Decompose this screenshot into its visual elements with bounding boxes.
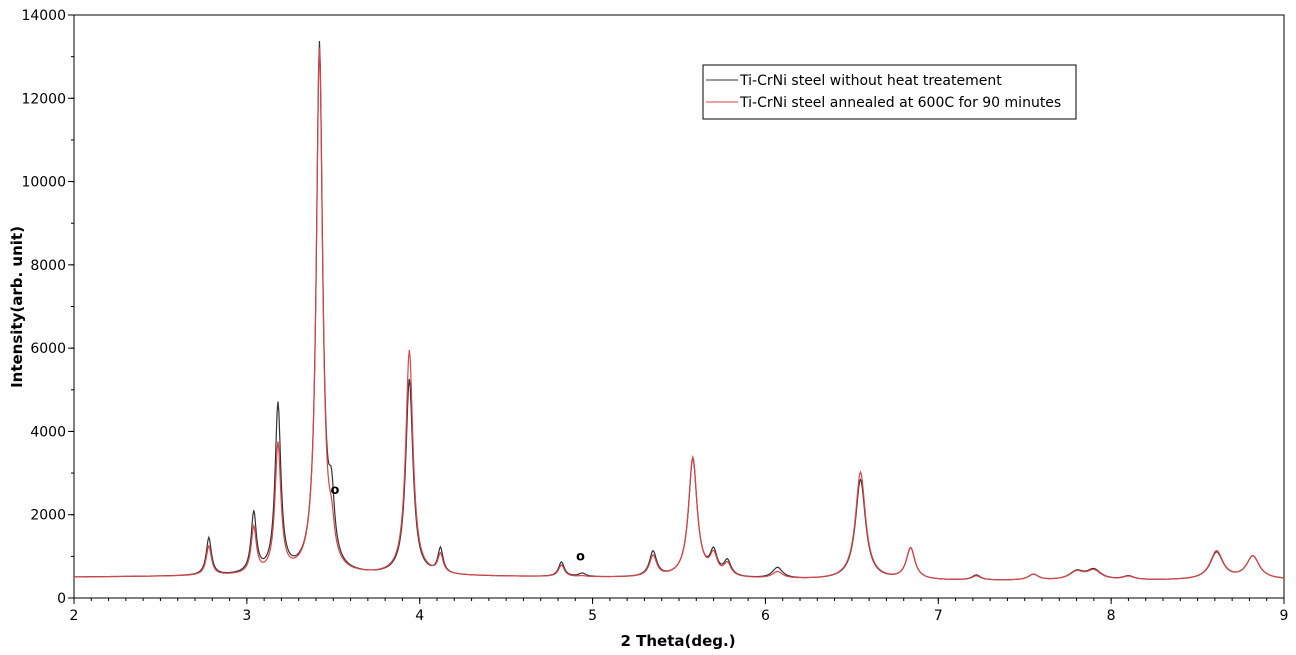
legend-label-0: Ti-CrNi steel without heat treatement: [739, 73, 1002, 89]
x-tick-label: 4: [415, 608, 424, 624]
x-tick-label: 9: [1280, 608, 1289, 624]
y-tick-label: 6000: [30, 341, 66, 357]
plot-area: [73, 14, 1285, 599]
y-tick-label: 2000: [30, 508, 66, 524]
x-tick-label: 3: [242, 608, 251, 624]
legend-label-1: Ti-CrNi steel annealed at 600C for 90 mi…: [739, 95, 1061, 111]
x-tick-label: 6: [761, 608, 770, 624]
y-tick-label: 12000: [21, 91, 66, 107]
series-layer: [73, 40, 1285, 581]
legend-box: [702, 64, 1077, 120]
x-tick-label: 7: [934, 608, 943, 624]
x-tick-label: 2: [70, 608, 79, 624]
series-line-1: [73, 47, 1285, 581]
annotation-marker: o: [331, 483, 340, 498]
y-tick-label: 10000: [21, 175, 66, 191]
y-axis-title: Intensity(arb. unit): [8, 226, 26, 388]
annotation-layer: oo: [331, 483, 585, 565]
y-tick-label: 14000: [21, 8, 66, 24]
x-tick-label: 5: [588, 608, 597, 624]
annotation-marker: o: [576, 550, 585, 565]
y-tick-label: 8000: [30, 258, 66, 274]
plot-frame: [73, 14, 1285, 599]
y-tick-label: 0: [57, 591, 66, 607]
y-tick-label: 4000: [30, 424, 66, 440]
x-axis-title: 2 Theta(deg.): [620, 632, 735, 650]
axis-layer: 2 3 4 5 6 7 8 9 0 2000 4000 6000 8000 10000 12000 14000: [21, 8, 1288, 624]
legend: Ti-CrNi steel without heat treatement Ti…: [702, 64, 1077, 120]
x-tick-label: 8: [1107, 608, 1116, 624]
